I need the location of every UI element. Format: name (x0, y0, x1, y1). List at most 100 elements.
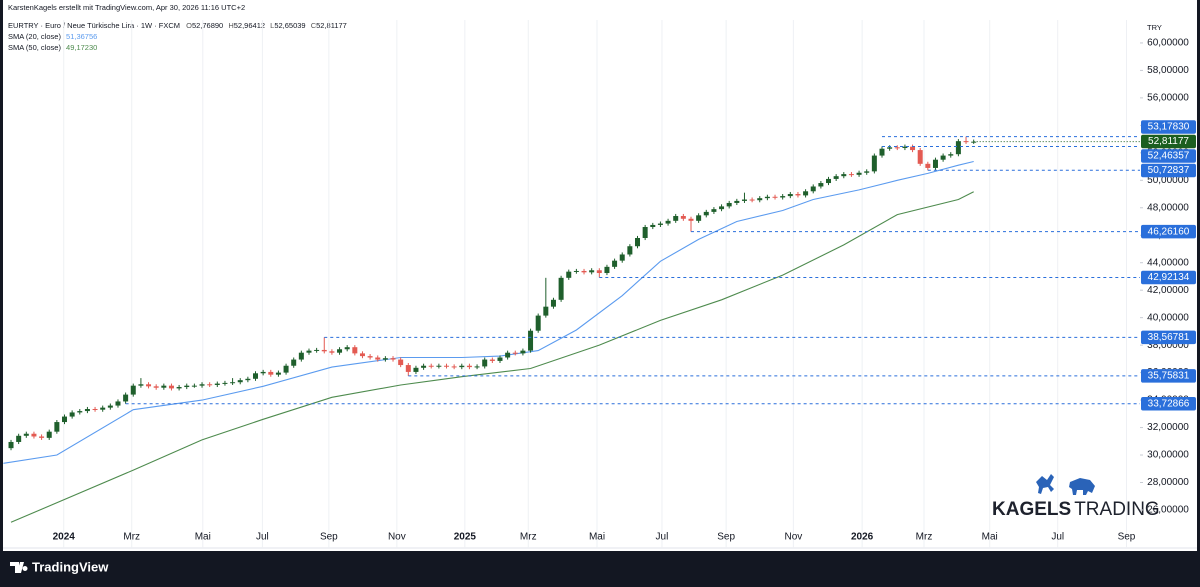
candle-body (864, 171, 870, 173)
candle-body (161, 385, 167, 388)
candle-body (382, 358, 388, 360)
footer: TradingView (10, 559, 109, 574)
price-label-box (1141, 330, 1196, 345)
candle-body (130, 385, 136, 395)
candle-body (237, 380, 243, 383)
candle-body (16, 435, 22, 442)
legend-value: 49,17230 (66, 43, 97, 52)
price-label: 52,46357 (1148, 151, 1190, 162)
candle-body (138, 384, 144, 386)
watermark-bold: KAGELS (992, 499, 1071, 520)
price-label-box (1141, 149, 1196, 163)
candle-body (711, 209, 717, 212)
candle-body (680, 216, 686, 219)
candle-body (321, 349, 327, 352)
x-tick-label: Jul (256, 532, 269, 543)
candle-body (948, 154, 954, 156)
candle-body (314, 349, 320, 351)
candle-body (520, 350, 526, 354)
price-label-box (1141, 270, 1196, 285)
candle-body (54, 422, 60, 432)
candle-body (214, 383, 220, 385)
x-tick-label: Sep (717, 532, 735, 543)
candle-body (657, 223, 663, 225)
candle-body (703, 211, 709, 216)
y-tick-label: 38,00000 (1147, 340, 1189, 351)
candle-body (100, 407, 106, 410)
candle-body (589, 270, 595, 273)
candle-body (902, 146, 908, 149)
candle-body (337, 349, 343, 353)
candle-body (505, 352, 511, 358)
symbol-legend: EURTRY · Euro / Neue Türkische Lira · 1W… (8, 21, 347, 30)
candle-body (543, 306, 549, 316)
candle-body (932, 159, 938, 168)
candle-body (191, 385, 197, 387)
candle-body (688, 218, 694, 221)
x-tick-label: Nov (784, 532, 802, 543)
candle-body (77, 411, 83, 413)
candle-body (910, 146, 916, 151)
price-label: 50,72837 (1148, 165, 1190, 176)
x-tick-label: 2025 (454, 532, 477, 543)
candle-body (833, 176, 839, 179)
candle-body (459, 365, 465, 368)
ohlc-name: O (186, 21, 192, 30)
x-tick-label: Nov (388, 532, 406, 543)
candle-body (451, 366, 457, 368)
candle-body (803, 191, 809, 196)
candle-body (856, 172, 862, 175)
y-tick-label: 56,00000 (1147, 93, 1189, 104)
candle-body (230, 382, 236, 384)
candle-body (596, 270, 602, 274)
candle-body (757, 198, 763, 201)
candle-body (550, 299, 556, 307)
candle-body (62, 416, 68, 423)
candle-body (199, 384, 205, 386)
candle-body (444, 365, 450, 367)
price-label: 35,75831 (1148, 371, 1190, 382)
candle-body (260, 371, 266, 374)
candle-body (841, 174, 847, 177)
candle-body (466, 365, 472, 368)
candle-body (46, 431, 52, 438)
candle-body (123, 394, 129, 402)
ohlc-value: 52,96412 (234, 21, 265, 30)
candle-body (612, 260, 618, 267)
price-label: 52,81177 (1148, 136, 1189, 147)
y-tick-label: 50,00000 (1147, 175, 1189, 186)
price-label: 53,17830 (1148, 122, 1190, 133)
candle-body (8, 441, 14, 449)
bear-icon (1069, 478, 1095, 495)
candle-body (871, 155, 877, 172)
candle-body (795, 194, 801, 196)
candle-body (275, 372, 281, 375)
candle-body (627, 246, 633, 255)
candle-body (344, 347, 350, 350)
legend-entry: SMA (20, close) 51,36756 (8, 32, 97, 41)
candle-body (528, 330, 534, 351)
price-label-box (1141, 224, 1196, 239)
candle-body (917, 150, 923, 164)
price-label-box (1141, 134, 1196, 149)
candle-body (405, 365, 411, 372)
candle-body (780, 196, 786, 198)
legend-entry: SMA (50, close) 49,17230 (8, 43, 97, 52)
x-tick-label: Mai (589, 532, 605, 543)
candle-body (650, 224, 656, 228)
x-tick-label: Mrz (123, 532, 140, 543)
candle-body (359, 353, 365, 357)
candle-body (352, 347, 358, 354)
x-tick-label: Sep (320, 532, 338, 543)
candle-body (719, 206, 725, 210)
candle-body (558, 277, 564, 300)
candle-body (673, 216, 679, 221)
x-tick-label: Sep (1118, 532, 1136, 543)
candle-body (31, 433, 37, 437)
candle-body (581, 270, 587, 273)
candle-body (398, 359, 404, 366)
x-tick-label: Mrz (916, 532, 933, 543)
watermark-light: TRADING (1074, 499, 1160, 520)
candle-body (512, 352, 518, 354)
